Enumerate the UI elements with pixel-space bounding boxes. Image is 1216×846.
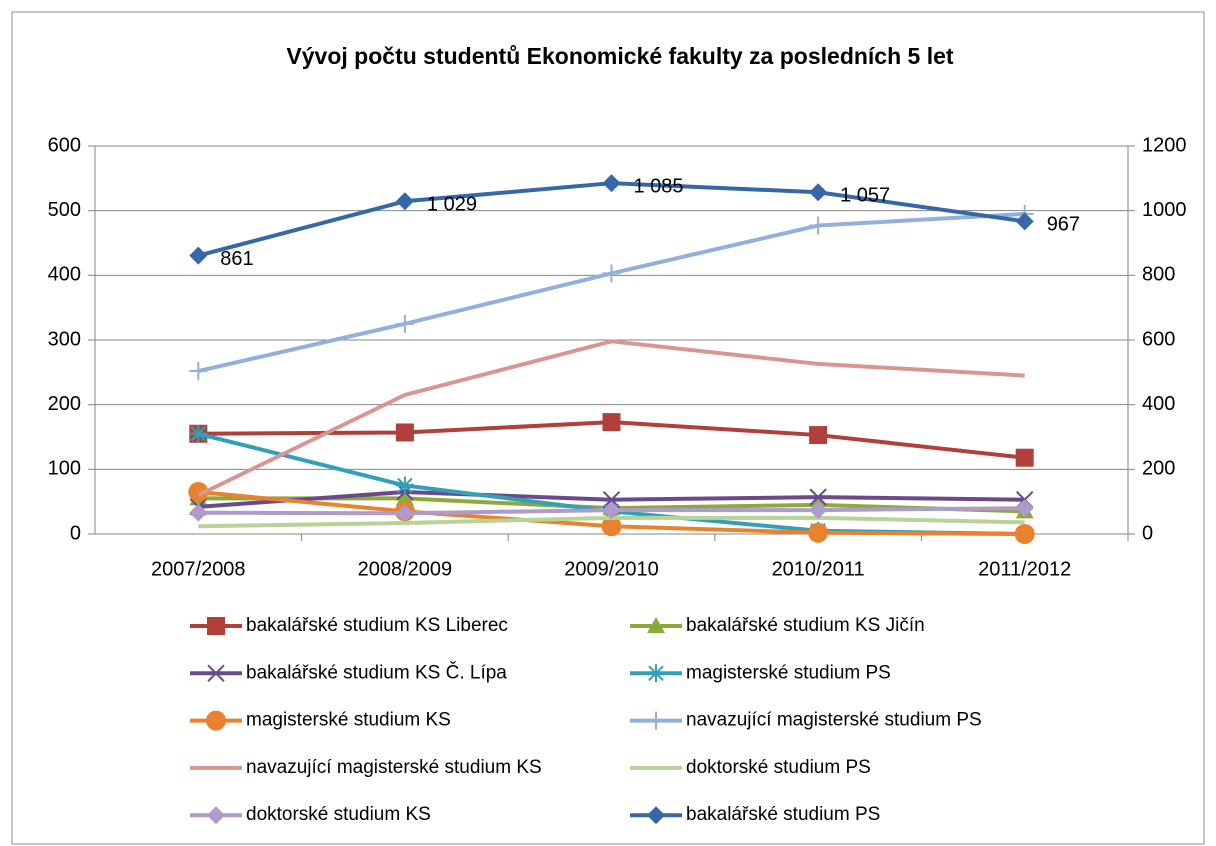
data-label: 1 057 [840,185,890,207]
marker [395,504,414,523]
legend-label: doktorské studium PS [686,757,871,778]
series [189,413,1034,467]
x-tick-label: 2009/2010 [564,558,659,580]
y2-tick-label: 200 [1142,458,1175,480]
y-tick-label: 200 [48,393,81,415]
x-tick-label: 2007/2008 [151,558,246,580]
marker [1015,499,1034,518]
y-tick-label: 500 [48,199,81,221]
series: 861 1 029 1 085 1 057 967 [189,174,1080,270]
marker [1015,212,1034,231]
marker [207,617,225,635]
x-tick-label: 2010/2011 [772,558,865,580]
marker [189,362,208,381]
marker [809,501,828,520]
data-label: 1 085 [634,175,684,197]
marker [809,426,828,445]
y2-tick-label: 400 [1142,393,1175,415]
marker [206,710,226,731]
marker [1014,524,1035,544]
marker [207,664,225,683]
legend-label: bakalářské studium PS [686,804,880,825]
marker [809,488,827,506]
marker [395,192,414,211]
series-line [197,339,1025,497]
y-tick-label: 300 [48,328,81,350]
legend-label: bakalářské studium KS Liberec [246,615,508,636]
series [189,499,1034,523]
legend-label: navazující magisterské studium PS [686,710,982,731]
data-label: 967 [1047,214,1080,236]
y-tick-label: 400 [48,264,81,286]
marker [207,806,225,825]
marker [395,476,414,495]
marker [189,246,208,265]
marker [1015,448,1034,467]
marker [809,216,828,235]
marker [808,522,829,543]
marker [602,174,621,193]
y2-tick-label: 0 [1142,522,1153,544]
marker [647,711,665,730]
legend-label: bakalářské studium KS Jičín [686,615,925,636]
data-label: 861 [220,248,253,270]
series [197,339,1025,497]
y-tick-label: 100 [48,458,81,480]
marker [189,503,208,522]
marker [601,516,622,537]
marker [647,806,665,825]
x-tick-label: 2008/2009 [358,558,453,580]
legend-label: doktorské studium KS [246,804,431,825]
marker [647,617,665,633]
chart-title: Vývoj počtu studentů Ekonomické fakulty … [286,43,953,69]
y2-tick-label: 1200 [1142,134,1187,156]
marker [647,664,665,683]
marker [395,423,414,442]
marker [809,183,828,202]
y2-tick-label: 600 [1142,328,1175,350]
y2-tick-label: 1000 [1142,199,1187,221]
legend-label: magisterské studium PS [686,662,891,683]
marker [395,314,414,333]
legend-label: magisterské studium KS [246,710,451,731]
y2-tick-label: 800 [1142,264,1175,286]
legend-label: bakalářské studium KS Č. Lípa [246,661,507,683]
marker [395,489,414,506]
data-label: 1 029 [427,194,477,216]
legend-label: navazující magisterské studium KS [246,757,542,778]
x-tick-label: 2011/2012 [978,558,1071,580]
marker [602,501,621,520]
y-tick-label: 0 [70,522,81,544]
marker [189,424,208,443]
marker [602,413,621,432]
marker [602,264,621,283]
y-tick-label: 600 [48,134,81,156]
marker [188,481,209,502]
